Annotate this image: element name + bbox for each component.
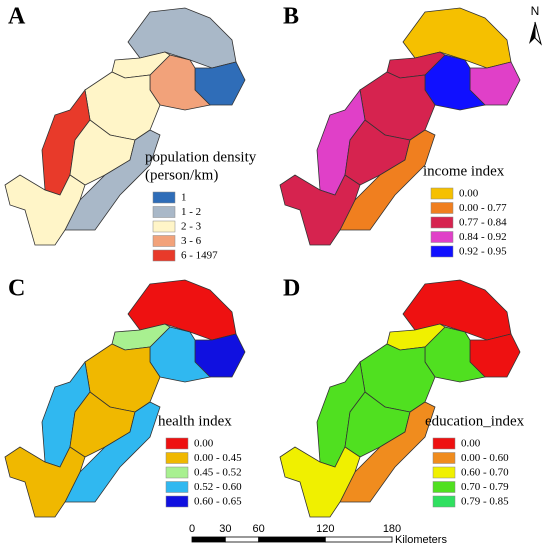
legend-label: 0.00 bbox=[459, 188, 479, 200]
scale-label: 0 bbox=[189, 523, 195, 535]
legend-swatch bbox=[165, 495, 189, 508]
scale-label: 30 bbox=[219, 523, 231, 535]
legend-label: 0.60 - 0.70 bbox=[461, 467, 509, 479]
legend-label: 0.52 - 0.60 bbox=[194, 481, 242, 493]
legend-label: 0.00 - 0.45 bbox=[194, 452, 242, 464]
north-arrow: N bbox=[529, 4, 542, 46]
legend-title: health index bbox=[158, 413, 232, 429]
region bbox=[279, 174, 361, 246]
legend-title: income index bbox=[423, 163, 505, 179]
scale-segment bbox=[191, 536, 226, 543]
legend-title: education_index bbox=[425, 413, 525, 429]
region bbox=[4, 174, 86, 246]
scale-segment bbox=[224, 536, 260, 543]
legend-swatch bbox=[432, 481, 456, 493]
legend-swatch bbox=[165, 452, 189, 464]
legend-swatch bbox=[152, 191, 176, 204]
legend-label: 0.00 - 0.77 bbox=[459, 202, 507, 214]
legend-swatch bbox=[152, 206, 176, 218]
scale-segment bbox=[324, 536, 393, 543]
legend-swatch bbox=[430, 231, 454, 243]
north-label: N bbox=[531, 4, 540, 18]
panel-letter: B bbox=[283, 4, 299, 30]
scale-label: 180 bbox=[383, 523, 401, 535]
legend-label: 0.00 bbox=[194, 438, 214, 450]
legend-label: 0.92 - 0.95 bbox=[459, 246, 507, 258]
panel-letter: D bbox=[283, 276, 300, 302]
legend-title: population density bbox=[145, 149, 257, 165]
legend-swatch bbox=[165, 466, 189, 479]
legend-title: (person/km) bbox=[145, 167, 218, 183]
legend-swatch bbox=[432, 466, 456, 479]
panel-letter: A bbox=[8, 4, 26, 30]
region bbox=[279, 446, 361, 518]
legend-label: 0.77 - 0.84 bbox=[459, 217, 507, 229]
scale-label: 60 bbox=[253, 523, 265, 535]
legend-swatch bbox=[152, 220, 176, 233]
legend-swatch bbox=[152, 249, 176, 262]
legend-swatch bbox=[430, 202, 454, 214]
legend-label: 0.79 - 0.85 bbox=[461, 496, 509, 508]
legend-label: 6 - 1497 bbox=[181, 250, 218, 262]
legend-swatch bbox=[165, 437, 189, 450]
legend-label: 0.45 - 0.52 bbox=[194, 467, 242, 479]
legend-swatch bbox=[430, 245, 454, 258]
legend-swatch bbox=[430, 216, 454, 229]
legend-label: 3 - 6 bbox=[181, 235, 202, 247]
legend-swatch bbox=[152, 235, 176, 247]
scale-label: 120 bbox=[316, 523, 334, 535]
scale-unit: Kilometers bbox=[395, 534, 447, 546]
legend-label: 1 bbox=[181, 192, 187, 204]
legend-swatch bbox=[432, 495, 456, 508]
legend-swatch bbox=[430, 187, 454, 200]
scale-segment bbox=[258, 536, 326, 543]
legend-label: 0.70 - 0.79 bbox=[461, 481, 509, 493]
legend-swatch bbox=[165, 481, 189, 493]
legend-label: 1 - 2 bbox=[181, 206, 201, 218]
legend-label: 0.60 - 0.65 bbox=[194, 496, 242, 508]
legend-label: 2 - 3 bbox=[181, 221, 202, 233]
legend-swatch bbox=[432, 437, 456, 450]
legend-swatch bbox=[432, 452, 456, 464]
region bbox=[4, 446, 86, 518]
legend-label: 0.00 bbox=[461, 438, 481, 450]
legend-label: 0.84 - 0.92 bbox=[459, 231, 507, 243]
legend-label: 0.00 - 0.60 bbox=[461, 452, 509, 464]
panel-letter: C bbox=[8, 276, 25, 302]
